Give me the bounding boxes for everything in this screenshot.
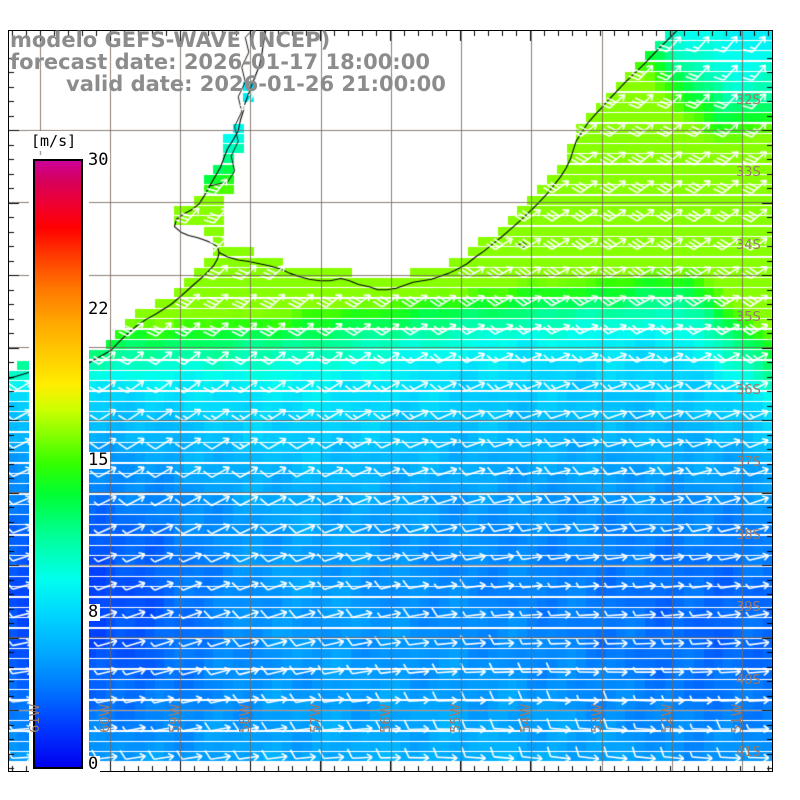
lon-label-55W: 55W (449, 703, 464, 733)
title-valid-date: valid date: 2026-01-26 21:00:00 (66, 72, 446, 96)
lat-label-35S: 35S (736, 310, 761, 325)
colorbar-tick-22: 22 (86, 299, 111, 319)
map-plot-area[interactable] (8, 30, 773, 772)
lon-label-61W: 61W (28, 703, 43, 733)
lat-label-40S: 40S (736, 673, 761, 688)
colorbar-tick-8: 8 (86, 602, 101, 622)
lat-label-38S: 38S (736, 528, 761, 543)
lat-label-37S: 37S (736, 455, 761, 470)
lon-label-59W: 59W (168, 703, 183, 733)
colorbar[interactable] (33, 159, 83, 769)
title-model: modelo GEFS-WAVE (NCEP) (10, 28, 331, 52)
lat-label-33S: 33S (736, 165, 761, 180)
lon-label-54W: 54W (519, 703, 534, 733)
lon-label-57W: 57W (309, 703, 324, 733)
lon-label-60W: 60W (98, 703, 113, 733)
colorbar-units-label: [m/s] (28, 131, 80, 151)
lat-label-32S: 32S (736, 93, 761, 108)
lat-label-39S: 39S (736, 600, 761, 615)
lat-label-41S: 41S (736, 745, 761, 760)
lat-label-36S: 36S (736, 383, 761, 398)
colorbar-tick-15: 15 (86, 450, 111, 470)
lon-label-51W: 51W (730, 703, 745, 733)
colorbar-tick-30: 30 (86, 150, 111, 170)
lon-label-58W: 58W (238, 703, 253, 733)
lon-label-56W: 56W (379, 703, 394, 733)
colorbar-tick-0: 0 (86, 754, 101, 774)
lat-lon-grid (8, 30, 773, 772)
lon-label-53W: 53W (590, 703, 605, 733)
lon-label-52W: 52W (660, 703, 675, 733)
colorbar-gradient (33, 159, 83, 769)
lat-label-34S: 34S (736, 238, 761, 253)
title-forecast-date: forecast date: 2026-01-17 18:00:00 (10, 50, 430, 74)
